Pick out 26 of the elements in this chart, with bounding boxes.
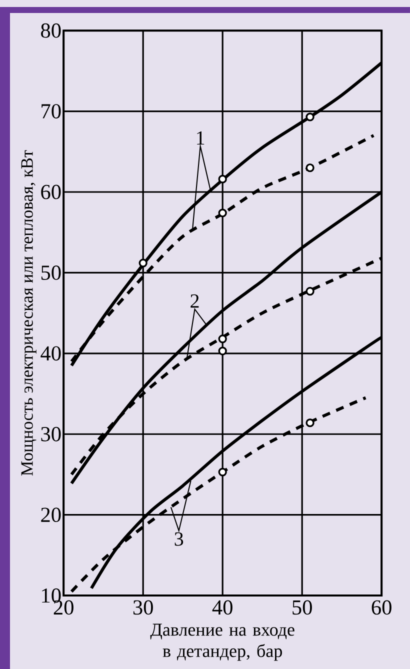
annotation: 3 [174, 532, 184, 546]
y-tick-label: 70 [42, 104, 61, 118]
point [306, 286, 314, 296]
x-axis-title: Давление на входе в детандер, бар [150, 624, 294, 661]
point [218, 174, 227, 184]
annotation: 2 [190, 294, 199, 308]
point [218, 468, 227, 476]
x-tick-label: 60 [372, 600, 392, 615]
point [218, 208, 227, 218]
y-tick-label: 80 [41, 23, 61, 38]
x-tick-label: 40 [212, 600, 232, 615]
y-tick-label: 50 [41, 266, 61, 280]
x-tick-label: 50 [292, 600, 312, 615]
x-tick-label: 30 [133, 600, 153, 615]
y-tick-label: 60 [41, 184, 61, 200]
point [218, 346, 227, 356]
y-axis-title: Мощность электрическая или тепловая, кВт [21, 150, 36, 476]
y-tick-label: 30 [41, 426, 61, 442]
annotation: 1 [197, 131, 204, 145]
point [306, 418, 314, 428]
point [138, 258, 148, 268]
point [306, 163, 314, 172]
y-tick-label: 20 [41, 508, 61, 522]
point [218, 334, 227, 344]
y-tick-label: 40 [40, 346, 61, 361]
point [306, 112, 314, 122]
